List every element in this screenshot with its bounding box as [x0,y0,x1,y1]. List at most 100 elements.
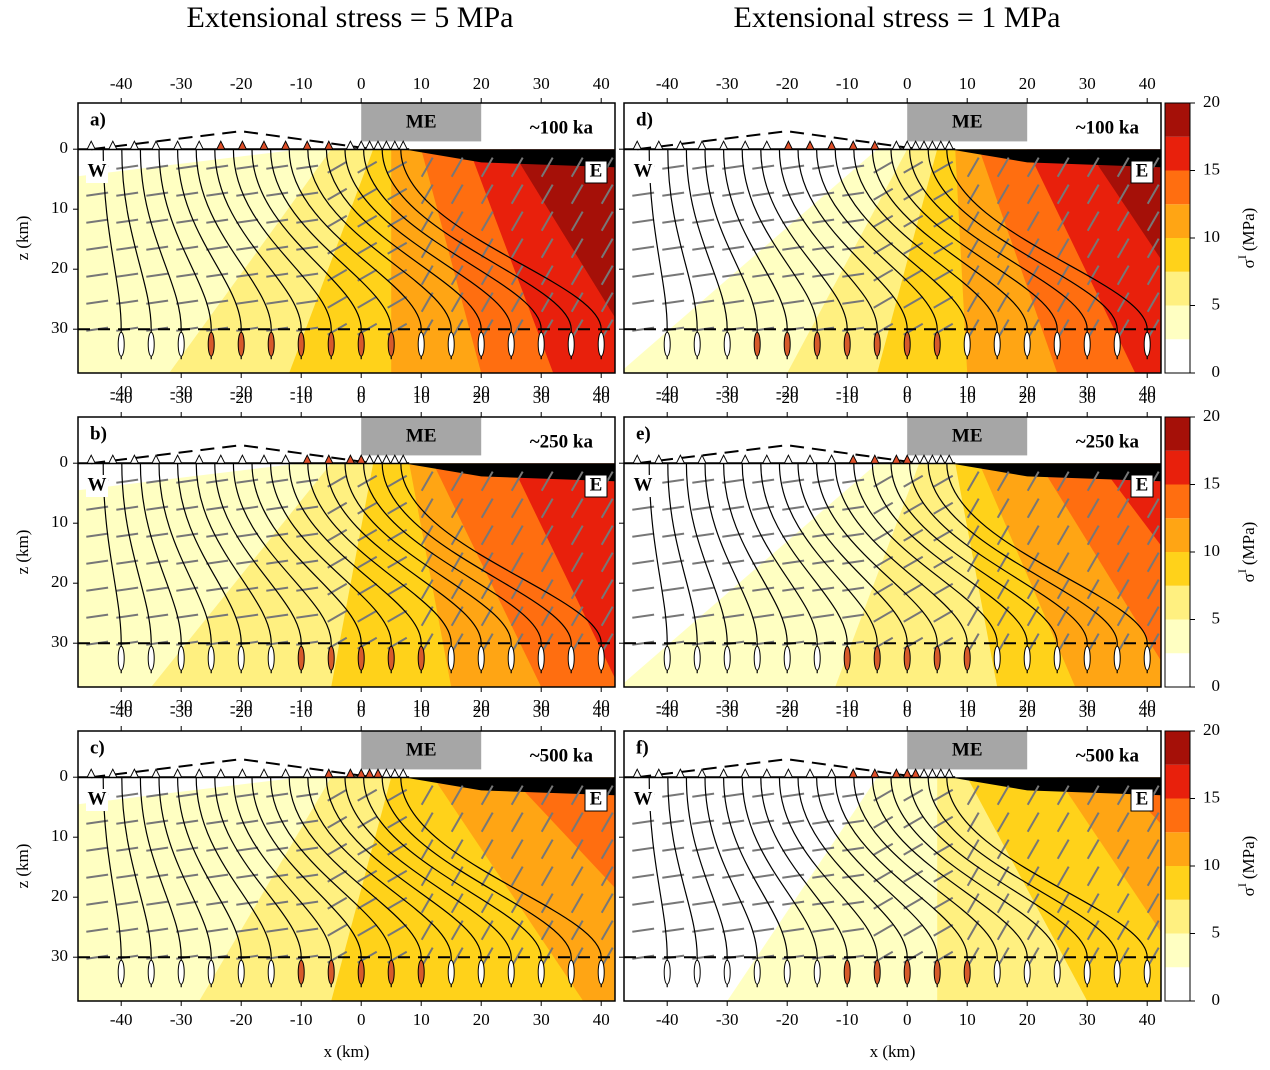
stress-tick [510,211,524,232]
magma-ellipse [177,645,185,671]
x-tick-label: -40 [656,388,679,407]
stress-tick [236,299,259,305]
x-tick-label: 30 [533,74,550,93]
stress-tick [873,842,894,856]
stress-tick [1146,265,1160,286]
stress-tick [327,214,348,228]
trajectory [195,149,272,360]
stress-tick [116,846,139,852]
stress-tick [996,157,1010,178]
magma-ellipse [387,959,395,985]
stress-tick [812,819,835,825]
stress-tick [752,245,775,251]
stress-tick [146,846,169,852]
stress-tick [450,157,464,178]
stress-tick [146,792,169,798]
y-axis-label: z (km) [13,216,32,261]
magma-ellipse [477,645,485,671]
volcano [302,140,313,150]
x-tick-label: 10 [959,696,976,715]
stress-tick [782,819,805,825]
stress-tick [632,245,655,251]
volcano [389,454,400,464]
me-label: ME [406,111,437,132]
stress-tick [1026,606,1040,627]
stress-tick [1056,211,1070,232]
colorbar-tick-label: 0 [1212,676,1221,695]
stress-tick [1146,184,1160,205]
trajectory [158,149,212,360]
stress-tick [692,640,715,646]
east-box [584,788,608,812]
stress-tick [480,812,494,833]
stress-tick [327,788,348,802]
stress-tick [266,900,289,906]
stress-tick [296,559,319,565]
magma-ellipse [1143,959,1151,985]
x-tick-label: -10 [836,388,859,407]
frame [77,730,616,1002]
x-tick-label: -20 [776,696,799,715]
stress-tick [812,218,835,224]
magma-ellipse [597,645,605,671]
stress-tick [146,640,169,646]
stress-tick [116,873,139,879]
x-tick-label: -20 [776,382,799,401]
stress-tick [903,474,924,488]
stress-tick [510,866,524,887]
stress-tick [266,954,289,960]
colorbar-tick-label: 10 [1203,855,1220,874]
stress-tick [146,299,169,305]
trajectory [177,149,242,360]
stress-tick [873,896,894,910]
stress-tick [600,893,614,914]
volcano [935,454,946,464]
stress-tick [266,326,289,332]
y-tick-label: 0 [60,766,69,785]
stress-tick [236,900,259,906]
stress-tick [420,606,434,627]
x-tick-label: -40 [110,74,133,93]
panel-label: c) [90,737,105,758]
stress-tick [206,326,229,332]
stress-tick [966,265,980,286]
stress-tick [540,866,554,887]
volcano [129,454,140,464]
x-axis-label: x (km) [324,1042,370,1061]
colorbar-bin [1165,305,1190,340]
x-tick-label: 0 [357,388,366,407]
stress-tick [662,846,685,852]
volcano [675,768,686,778]
stress-tick [812,532,835,538]
stress-tick [966,238,980,259]
y-tick-label: 20 [51,572,68,591]
stress-tick [176,846,199,852]
stress-tick [420,839,434,860]
stress-tick [933,923,954,937]
stress-tick [206,478,229,484]
stress-tick [510,812,524,833]
magma-ellipse [1113,645,1121,671]
stress-tick [540,606,554,627]
x-tick-label: -40 [110,382,133,401]
volcano [194,454,205,464]
magma-ellipse [447,645,455,671]
stress-tick [570,525,584,546]
stress-tick [722,218,745,224]
volcano [848,454,859,464]
trajectory [685,777,728,988]
stress-tick [450,265,464,286]
stress-tick [966,920,980,941]
stress-tick [510,893,524,914]
x-tick-label: -40 [110,702,133,721]
magma-ellipse [1083,959,1091,985]
trajectory [232,777,332,988]
stress-tick [752,478,775,484]
stress-tick [570,920,584,941]
volcano [215,140,226,150]
stress-tick [812,272,835,278]
stress-tick [1116,606,1130,627]
colorbar-label: σI (MPa) [1235,522,1258,583]
magma-ellipse [537,645,545,671]
topo-line [91,758,374,779]
